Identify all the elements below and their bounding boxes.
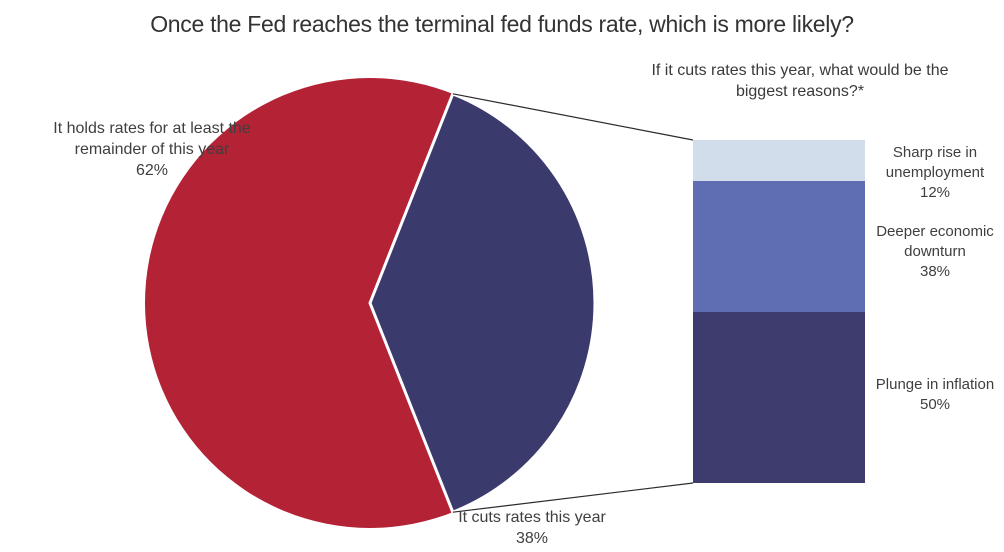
- bar-segment-unemployment: [693, 140, 865, 182]
- bar-segment-downturn: [693, 181, 865, 312]
- pie-label-holds-pct: 62%: [135, 162, 169, 179]
- pie-label-cuts-pct: 38%: [515, 530, 549, 547]
- bar-label-unemployment: Sharp rise in unemployment 12%: [872, 143, 998, 203]
- pie-slice-cuts: [368, 91, 597, 515]
- bar-segment-inflation: [693, 311, 865, 483]
- connector-line-top: [452, 93, 694, 141]
- bar-label-unemployment-text: Sharp rise in unemployment: [885, 144, 985, 181]
- bar-label-unemployment-pct: 12%: [919, 184, 951, 201]
- breakout-title: If it cuts rates this year, what would b…: [651, 62, 949, 100]
- chart-title: Once the Fed reaches the terminal fed fu…: [150, 11, 854, 37]
- bar-label-inflation-text: Plunge in inflation: [875, 376, 995, 393]
- bar-label-inflation: Plunge in inflation 50%: [872, 375, 998, 415]
- pie-label-holds: It holds rates for at least the remainde…: [42, 118, 262, 181]
- bar-label-downturn: Deeper economic downturn 38%: [872, 222, 998, 282]
- connector-line-bottom: [452, 482, 694, 513]
- pie-label-holds-text: It holds rates for at least the remainde…: [53, 120, 251, 158]
- pie-label-cuts: It cuts rates this year 38%: [432, 507, 632, 549]
- stacked-bar: [693, 140, 865, 483]
- bar-label-downturn-text: Deeper economic downturn: [876, 223, 994, 260]
- bar-label-downturn-pct: 38%: [919, 263, 951, 280]
- bar-label-inflation-pct: 50%: [919, 396, 951, 413]
- pie-label-cuts-text: It cuts rates this year: [458, 509, 606, 526]
